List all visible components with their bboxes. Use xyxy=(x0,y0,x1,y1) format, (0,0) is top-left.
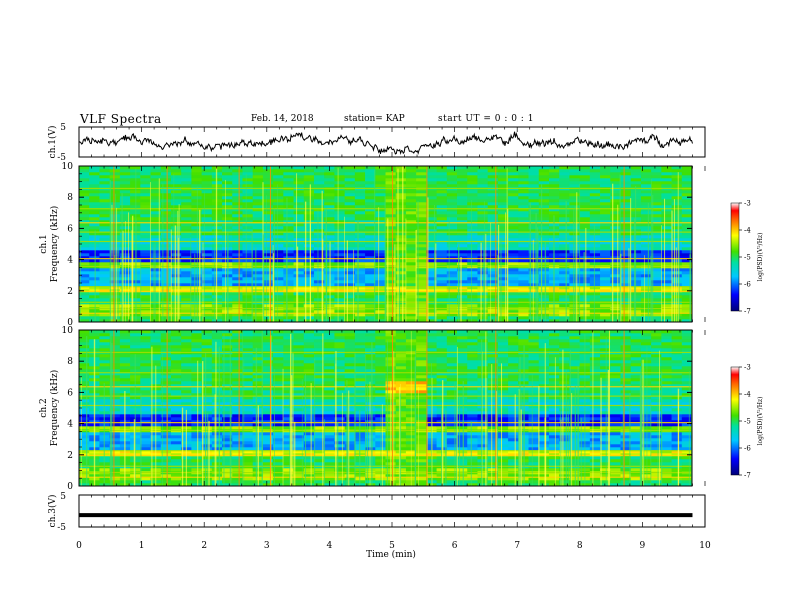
ytick-label: 8 xyxy=(67,357,73,367)
ytick-label: 6 xyxy=(67,224,73,234)
start-time-label: start UT = 0 : 0 : 1 xyxy=(438,114,534,124)
time-axis-label: Time (min) xyxy=(366,549,416,560)
ch3-ytick-bottom: -5 xyxy=(57,523,66,533)
colorbar-tick-label: -6 xyxy=(744,445,751,453)
ytick-label: 0 xyxy=(67,482,73,492)
ch1-colorbar-label: log(PSD)(V²/Hz) xyxy=(757,233,764,282)
xtick-label: 7 xyxy=(514,541,520,551)
ch3-ytick-top: 5 xyxy=(60,492,66,502)
ch2-colorbar-label: log(PSD)(V²/Hz) xyxy=(757,397,764,446)
ytick-label: 6 xyxy=(67,388,73,398)
ch1-colorbar xyxy=(730,202,740,312)
colorbar-tick-label: -4 xyxy=(744,391,751,399)
xtick-label: 8 xyxy=(577,541,583,551)
xtick-label: 0 xyxy=(76,541,82,551)
colorbar-tick-label: -6 xyxy=(744,281,751,289)
station-label: station= KAP xyxy=(344,114,405,124)
ch1-spectrogram-yticks: 0 2 4 6 8 10 xyxy=(62,162,692,328)
xtick-label: 5 xyxy=(389,541,395,551)
ytick-label: 0 xyxy=(67,318,73,328)
xtick-label: 2 xyxy=(201,541,207,551)
ch2-spectrogram-ylabel-line1: ch.2 xyxy=(39,398,49,417)
ch1-spectrogram-ylabel-line2: Frequency (kHz) xyxy=(49,206,60,283)
xtick-label: 10 xyxy=(699,541,711,551)
xtick-label: 1 xyxy=(139,541,145,551)
ch1-spectrogram-ylabel-line1: ch.1 xyxy=(39,234,49,253)
ch1-ytick-bottom: -5 xyxy=(57,153,66,163)
ch2-colorbar-ticks: -3 -4 -5 -6 -7 xyxy=(739,364,751,480)
xtick-label: 4 xyxy=(327,541,333,551)
ch2-spectrogram-yticks: 0 2 4 6 8 10 xyxy=(62,326,692,492)
colorbar-tick-label: -3 xyxy=(744,200,751,208)
xtick-label: 9 xyxy=(640,541,646,551)
ch3-waveform-panel: 5 -5 ch.3(V) xyxy=(47,492,706,533)
plot-title: VLF Spectra xyxy=(80,112,162,126)
colorbar-tick-label: -3 xyxy=(744,364,751,372)
colorbar-tick-label: -5 xyxy=(744,254,751,262)
ytick-label: 4 xyxy=(67,256,73,266)
ytick-label: 10 xyxy=(62,326,74,336)
ytick-label: 2 xyxy=(67,287,73,297)
ytick-label: 8 xyxy=(67,193,73,203)
ytick-label: 2 xyxy=(67,451,73,461)
ch1-ytick-top: 5 xyxy=(60,123,66,133)
ch2-spectrogram-ylabel-line2: Frequency (kHz) xyxy=(49,370,60,447)
time-axis-ticks: 0 1 2 3 4 5 6 7 8 9 10 xyxy=(76,127,711,551)
colorbar-tick-label: -7 xyxy=(744,308,751,316)
colorbar-tick-label: -7 xyxy=(744,472,751,480)
ytick-label: 10 xyxy=(62,162,74,172)
colorbar-tick-label: -4 xyxy=(744,227,751,235)
xtick-label: 3 xyxy=(264,541,270,551)
ch2-spectrogram-image xyxy=(79,330,705,487)
colorbar-tick-label: -5 xyxy=(744,418,751,426)
ch1-waveform-panel: 5 -5 ch.1(V) xyxy=(47,123,706,163)
xtick-label: 6 xyxy=(452,541,458,551)
ch1-spectrogram-image xyxy=(79,166,705,323)
ch3-waveform-frame xyxy=(78,494,706,528)
ch1-waveform-line xyxy=(78,131,693,156)
date-label: Feb. 14, 2018 xyxy=(251,114,314,124)
ch3-waveform-ylabel: ch.3(V) xyxy=(47,495,58,528)
ytick-label: 4 xyxy=(67,420,73,430)
ch1-colorbar-ticks: -3 -4 -5 -6 -7 xyxy=(739,200,751,316)
ch1-waveform-ylabel: ch.1(V) xyxy=(47,126,58,159)
ch2-colorbar xyxy=(730,366,740,476)
